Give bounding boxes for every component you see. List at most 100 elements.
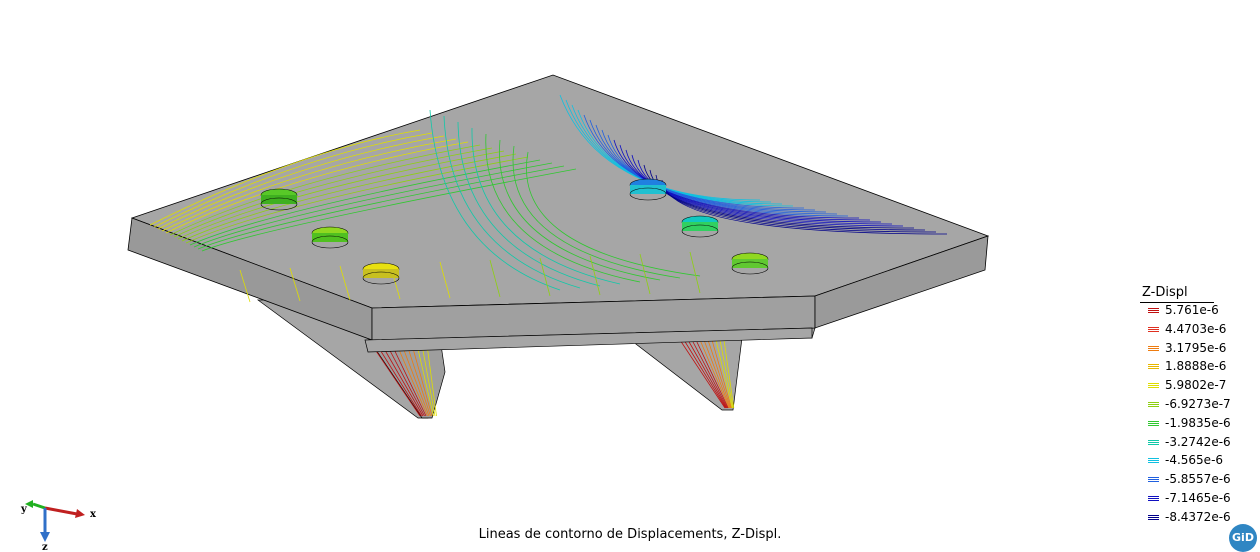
legend-entry: 5.9802e-7: [1140, 378, 1258, 397]
support-contour-line: [687, 339, 727, 409]
legend-entry: 3.1795e-6: [1140, 341, 1258, 360]
result-caption: Lineas de contorno de Displacements, Z-D…: [478, 527, 782, 542]
legend-entry: -1.9835e-6: [1140, 416, 1258, 435]
support-contour-line: [695, 339, 729, 409]
legend-entry: -8.4372e-6: [1140, 510, 1258, 529]
legend-entry: -3.2742e-6: [1140, 435, 1258, 454]
contour-line: [161, 138, 457, 232]
y-axis-line: [32, 502, 46, 510]
contour-line: [193, 162, 553, 248]
legend-entry: -4.565e-6: [1140, 453, 1258, 472]
legend-value: -8.4372e-6: [1165, 509, 1231, 524]
legend-value: 5.9802e-7: [1165, 378, 1227, 393]
contour-line: [339, 265, 351, 301]
contour-line: [607, 134, 849, 217]
contour-line: [512, 145, 681, 279]
support-contour-lines: [371, 339, 735, 417]
legend-entry: -5.8557e-6: [1140, 472, 1258, 491]
contour-line: [149, 129, 421, 226]
support-contour-line: [416, 344, 434, 417]
contour-line: [157, 135, 445, 230]
bolt-3: [362, 262, 400, 285]
legend-value: 3.1795e-6: [1165, 340, 1227, 355]
contour-legend: Z-Displ 5.761e-6 4.4703e-6 3.1795e-6 1.8888…: [1140, 285, 1258, 529]
contour-line: [443, 115, 581, 289]
legend-value: 4.4703e-6: [1165, 321, 1227, 336]
contour-line: [661, 179, 948, 235]
support-contour-line: [707, 339, 731, 409]
support-contour-line: [719, 339, 734, 409]
support-contour-line: [703, 339, 731, 409]
legend-value: -7.1465e-6: [1165, 490, 1231, 505]
legend-entry: -7.1465e-6: [1140, 491, 1258, 510]
support-contour-line: [396, 344, 428, 417]
support-contour-line: [715, 339, 733, 409]
bolt-6: [731, 252, 769, 275]
legend-entries: 5.761e-6 4.4703e-6 3.1795e-6 1.8888e-6 5.980…: [1140, 303, 1258, 529]
z-axis-label: z: [42, 542, 48, 552]
contour-line: [601, 129, 838, 215]
legend-entry: 5.761e-6: [1140, 303, 1258, 322]
legend-value: -4.565e-6: [1165, 453, 1224, 468]
support-contour-line: [426, 344, 437, 417]
contour-line: [485, 133, 641, 283]
legend-title: Z-Displ: [1140, 285, 1214, 303]
support-contour-line: [406, 344, 431, 417]
bolt-5: [681, 215, 719, 238]
contour-line: [499, 139, 661, 281]
contour-line: [197, 165, 565, 250]
contour-line: [526, 151, 701, 277]
contour-line: [689, 251, 701, 294]
legend-swatch: [1148, 364, 1159, 370]
support-contour-line: [699, 339, 730, 409]
support-contour-line: [401, 344, 430, 417]
legend-value: -3.2742e-6: [1165, 434, 1231, 449]
x-axis-line: [44, 506, 78, 516]
legend-swatch: [1148, 326, 1159, 333]
bolt-2: [311, 226, 349, 249]
legend-entry: 4.4703e-6: [1140, 322, 1258, 341]
support-contour-line: [421, 344, 436, 417]
support-contour-line: [371, 344, 421, 417]
contour-line: [457, 121, 601, 287]
contour-line: [631, 154, 893, 225]
contour-line: [289, 267, 301, 302]
support-contour-line: [376, 344, 422, 417]
legend-value: 1.8888e-6: [1165, 359, 1227, 374]
contour-line: [637, 159, 904, 227]
contour-line: [181, 153, 517, 242]
legend-value: 5.761e-6: [1165, 303, 1219, 317]
contour-line: [239, 269, 251, 303]
legend-swatch: [1148, 477, 1159, 483]
legend-swatch: [1148, 495, 1159, 502]
support-contour-line: [723, 339, 735, 409]
gid-logo: GiD: [1229, 524, 1257, 552]
support-contour-line: [391, 344, 427, 417]
legend-swatch: [1148, 458, 1159, 464]
contour-line: [619, 144, 871, 221]
x-axis-label: x: [90, 509, 97, 520]
contour-line: [169, 144, 481, 236]
legend-swatch: [1148, 401, 1159, 408]
support-contour-line: [711, 339, 732, 409]
legend-value: -1.9835e-6: [1165, 415, 1231, 430]
contour-line: [489, 259, 501, 298]
contour-line: [165, 141, 469, 234]
plate-lower-step: [364, 327, 813, 353]
bolt-4: [629, 178, 667, 201]
contour-line: [153, 132, 433, 228]
contour-line: [189, 159, 541, 246]
legend-swatch: [1148, 308, 1159, 314]
contour-line: [439, 261, 451, 299]
support-contour-line: [381, 344, 424, 417]
support-contour-line: [411, 344, 433, 417]
contour-line: [589, 255, 601, 296]
y-axis-arrow-icon: [25, 500, 33, 508]
z-axis-arrow-icon: [40, 532, 50, 542]
contour-line: [201, 168, 577, 252]
plate-right-face: [814, 235, 989, 329]
contour-line: [471, 127, 621, 285]
support-contour-line: [679, 339, 726, 409]
legend-swatch: [1148, 439, 1159, 446]
